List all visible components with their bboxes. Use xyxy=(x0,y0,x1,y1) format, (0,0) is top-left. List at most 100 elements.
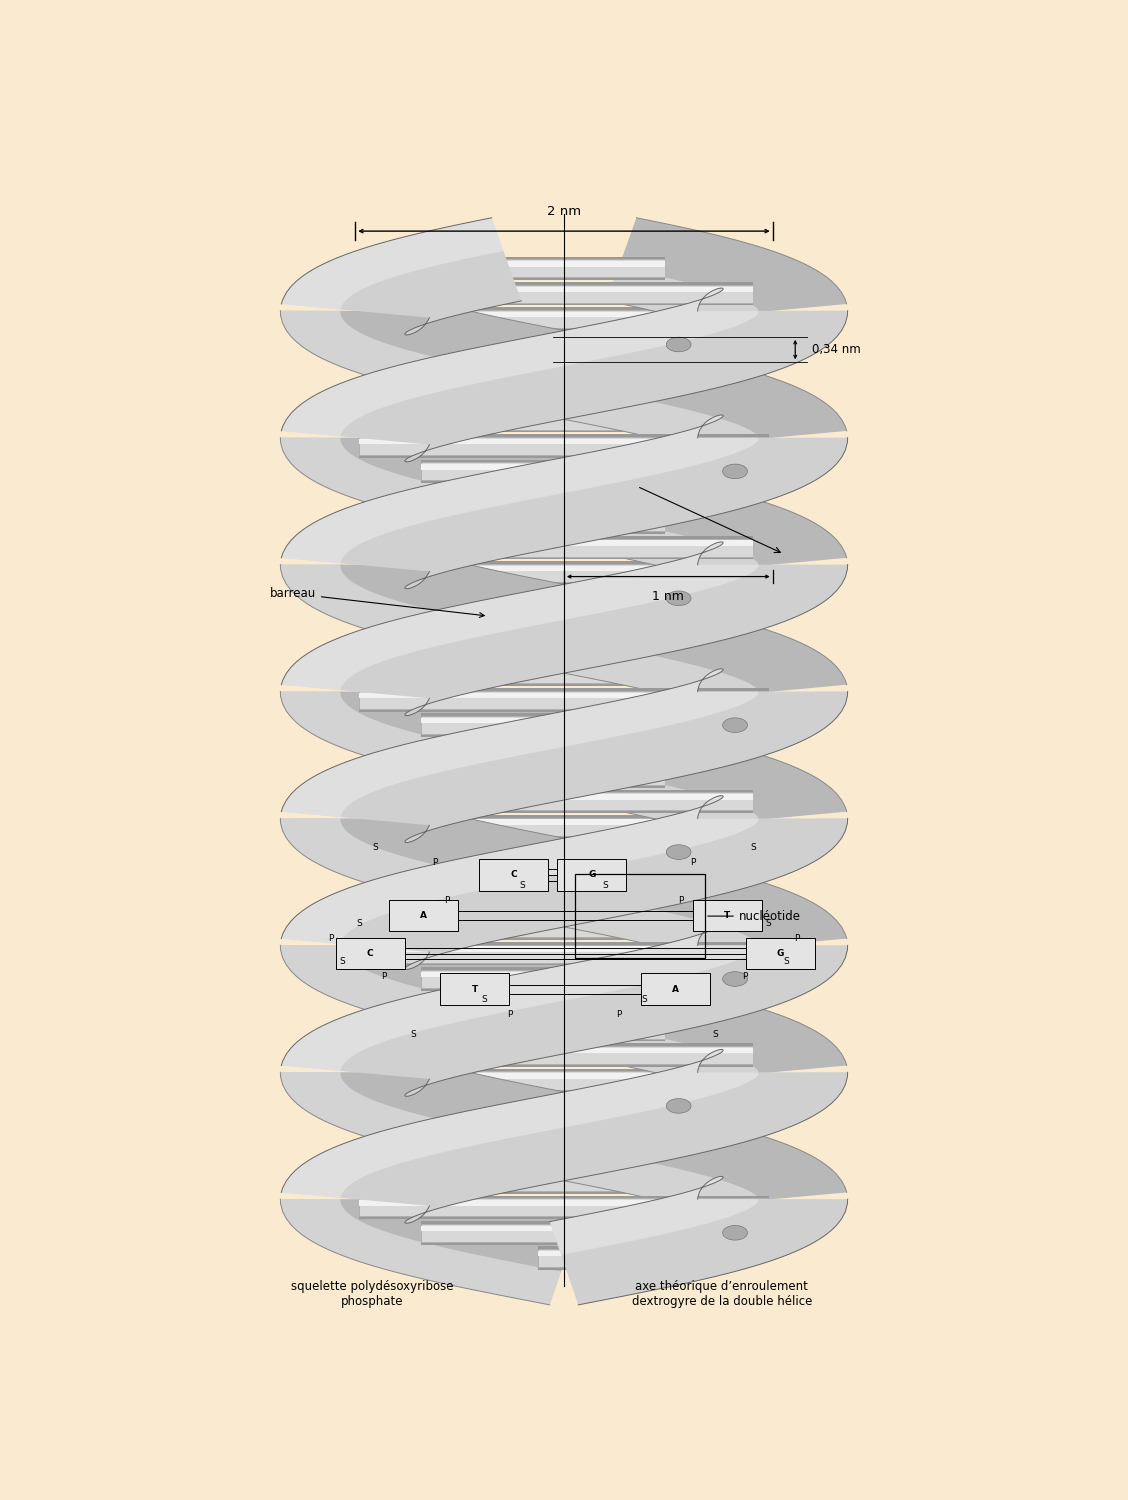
Text: A: A xyxy=(672,984,679,993)
Bar xyxy=(421,1094,707,1118)
Text: S: S xyxy=(783,957,790,966)
Bar xyxy=(376,668,752,672)
Bar xyxy=(464,642,664,646)
Text: T: T xyxy=(724,910,731,920)
Polygon shape xyxy=(281,922,758,1071)
Bar xyxy=(376,666,752,684)
Bar xyxy=(359,564,769,582)
Polygon shape xyxy=(281,288,847,462)
Bar xyxy=(359,312,769,318)
Bar xyxy=(421,718,707,723)
Bar xyxy=(421,843,707,861)
Text: S: S xyxy=(641,994,647,1004)
Bar xyxy=(376,792,752,810)
Bar xyxy=(421,338,707,342)
Ellipse shape xyxy=(667,591,691,606)
Bar xyxy=(359,1070,769,1092)
Bar xyxy=(359,435,769,457)
Polygon shape xyxy=(281,416,847,588)
Bar xyxy=(538,740,590,762)
Bar xyxy=(538,1246,590,1270)
FancyBboxPatch shape xyxy=(336,938,405,969)
Bar xyxy=(464,640,664,658)
Text: axe théorique d’enroulement
dextrogyre de la double hélice: axe théorique d’enroulement dextrogyre d… xyxy=(632,1280,812,1308)
FancyBboxPatch shape xyxy=(642,974,711,1005)
Bar xyxy=(359,1198,769,1216)
FancyBboxPatch shape xyxy=(693,900,761,932)
Text: P: P xyxy=(794,934,800,944)
Bar xyxy=(421,459,707,483)
Bar xyxy=(421,1226,707,1232)
Text: S: S xyxy=(750,843,756,852)
Text: G: G xyxy=(588,870,596,879)
Text: S: S xyxy=(602,880,608,890)
Bar xyxy=(421,968,707,990)
Ellipse shape xyxy=(723,1226,748,1240)
Bar xyxy=(376,921,752,927)
Text: 1 nm: 1 nm xyxy=(652,590,685,603)
Bar xyxy=(376,794,752,800)
Polygon shape xyxy=(281,310,758,462)
Bar xyxy=(464,510,664,534)
Bar xyxy=(376,538,752,556)
Polygon shape xyxy=(281,1176,579,1305)
Bar xyxy=(359,819,769,825)
Bar xyxy=(421,716,707,734)
Bar xyxy=(464,764,664,788)
Bar xyxy=(421,590,707,608)
Bar xyxy=(464,1148,664,1166)
Bar xyxy=(464,261,664,267)
Ellipse shape xyxy=(723,972,748,987)
Bar xyxy=(538,484,590,508)
Bar xyxy=(359,308,769,332)
Bar xyxy=(464,891,664,915)
Polygon shape xyxy=(281,669,847,843)
Polygon shape xyxy=(281,217,521,334)
Text: S: S xyxy=(356,918,362,927)
Polygon shape xyxy=(281,795,847,969)
Text: P: P xyxy=(678,896,684,904)
Bar xyxy=(538,870,590,876)
Bar xyxy=(421,586,707,610)
Text: P: P xyxy=(381,972,387,981)
Text: S: S xyxy=(481,994,487,1004)
Bar xyxy=(464,896,664,902)
Polygon shape xyxy=(281,1050,847,1222)
Bar xyxy=(538,363,590,368)
Bar xyxy=(421,462,707,480)
Bar xyxy=(575,874,705,959)
Bar xyxy=(464,894,664,912)
Bar xyxy=(359,440,769,444)
Bar xyxy=(464,1144,664,1168)
Polygon shape xyxy=(281,922,847,1096)
Bar xyxy=(376,789,752,813)
Bar xyxy=(421,333,707,356)
Bar xyxy=(538,744,590,748)
Bar xyxy=(464,384,664,406)
Polygon shape xyxy=(281,1072,758,1222)
Polygon shape xyxy=(281,669,758,818)
Bar xyxy=(464,1149,664,1155)
Ellipse shape xyxy=(667,338,691,352)
Bar xyxy=(538,615,590,633)
Ellipse shape xyxy=(723,718,748,732)
Bar xyxy=(376,540,752,546)
Bar xyxy=(359,818,769,836)
Bar xyxy=(359,1196,769,1219)
FancyBboxPatch shape xyxy=(389,900,458,932)
Bar xyxy=(464,260,664,278)
Text: nucléotide: nucléotide xyxy=(707,909,801,922)
Bar xyxy=(359,692,769,709)
Text: P: P xyxy=(432,858,438,867)
Bar xyxy=(464,768,664,774)
Polygon shape xyxy=(281,288,758,436)
Bar xyxy=(464,256,664,280)
Bar xyxy=(359,945,769,963)
Polygon shape xyxy=(281,922,847,1096)
Bar xyxy=(359,688,769,711)
Bar xyxy=(538,865,590,889)
Bar xyxy=(421,844,707,850)
Bar xyxy=(464,386,664,405)
Bar xyxy=(376,282,752,306)
Bar xyxy=(421,464,707,470)
